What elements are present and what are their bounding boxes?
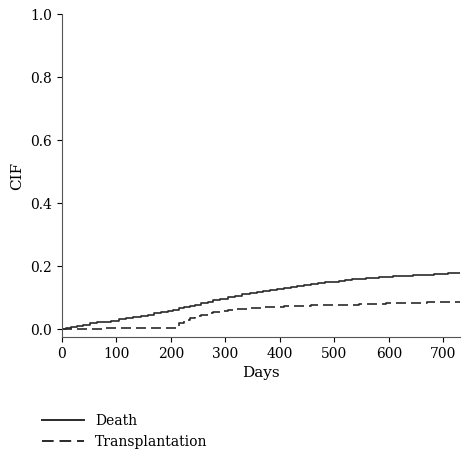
Y-axis label: CIF: CIF (10, 161, 25, 190)
Legend: Death, Transplantation: Death, Transplantation (36, 409, 213, 454)
X-axis label: Days: Days (242, 366, 280, 380)
